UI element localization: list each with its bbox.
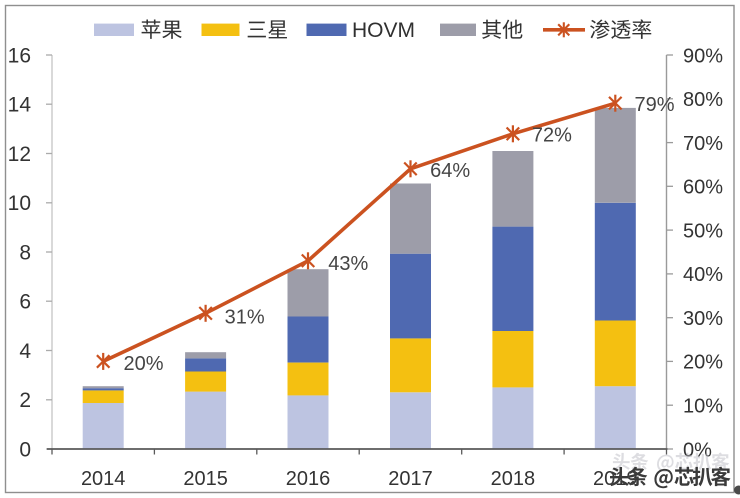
svg-text:8: 8: [19, 241, 31, 264]
svg-text:30%: 30%: [683, 308, 723, 330]
svg-text:2016: 2016: [286, 468, 331, 490]
svg-text:2018: 2018: [491, 468, 536, 490]
svg-text:HOVM: HOVM: [352, 19, 415, 42]
svg-text:20%: 20%: [124, 353, 164, 375]
svg-text:90%: 90%: [683, 45, 723, 67]
svg-text:2017: 2017: [388, 468, 433, 490]
svg-text:70%: 70%: [683, 133, 723, 155]
svg-text:2: 2: [19, 389, 31, 412]
svg-text:31%: 31%: [225, 306, 265, 328]
svg-text:60%: 60%: [683, 177, 723, 199]
svg-text:43%: 43%: [328, 253, 368, 275]
svg-text:50%: 50%: [683, 220, 723, 242]
svg-text:16: 16: [8, 44, 31, 67]
svg-text:72%: 72%: [532, 125, 572, 147]
svg-text:80%: 80%: [683, 89, 723, 111]
svg-text:2015: 2015: [183, 468, 228, 490]
svg-text:0%: 0%: [683, 439, 712, 461]
svg-text:2014: 2014: [81, 468, 126, 490]
svg-text:6: 6: [19, 291, 31, 314]
svg-text:20%: 20%: [683, 352, 723, 374]
svg-text:40%: 40%: [683, 264, 723, 286]
svg-text:4: 4: [19, 340, 31, 363]
svg-text:10%: 10%: [683, 396, 723, 418]
svg-text:0: 0: [19, 438, 31, 461]
svg-text:14: 14: [8, 94, 32, 117]
svg-text:79%: 79%: [635, 94, 675, 116]
svg-text:10: 10: [8, 192, 31, 215]
svg-text:64%: 64%: [430, 160, 470, 182]
svg-text:12: 12: [8, 143, 31, 166]
